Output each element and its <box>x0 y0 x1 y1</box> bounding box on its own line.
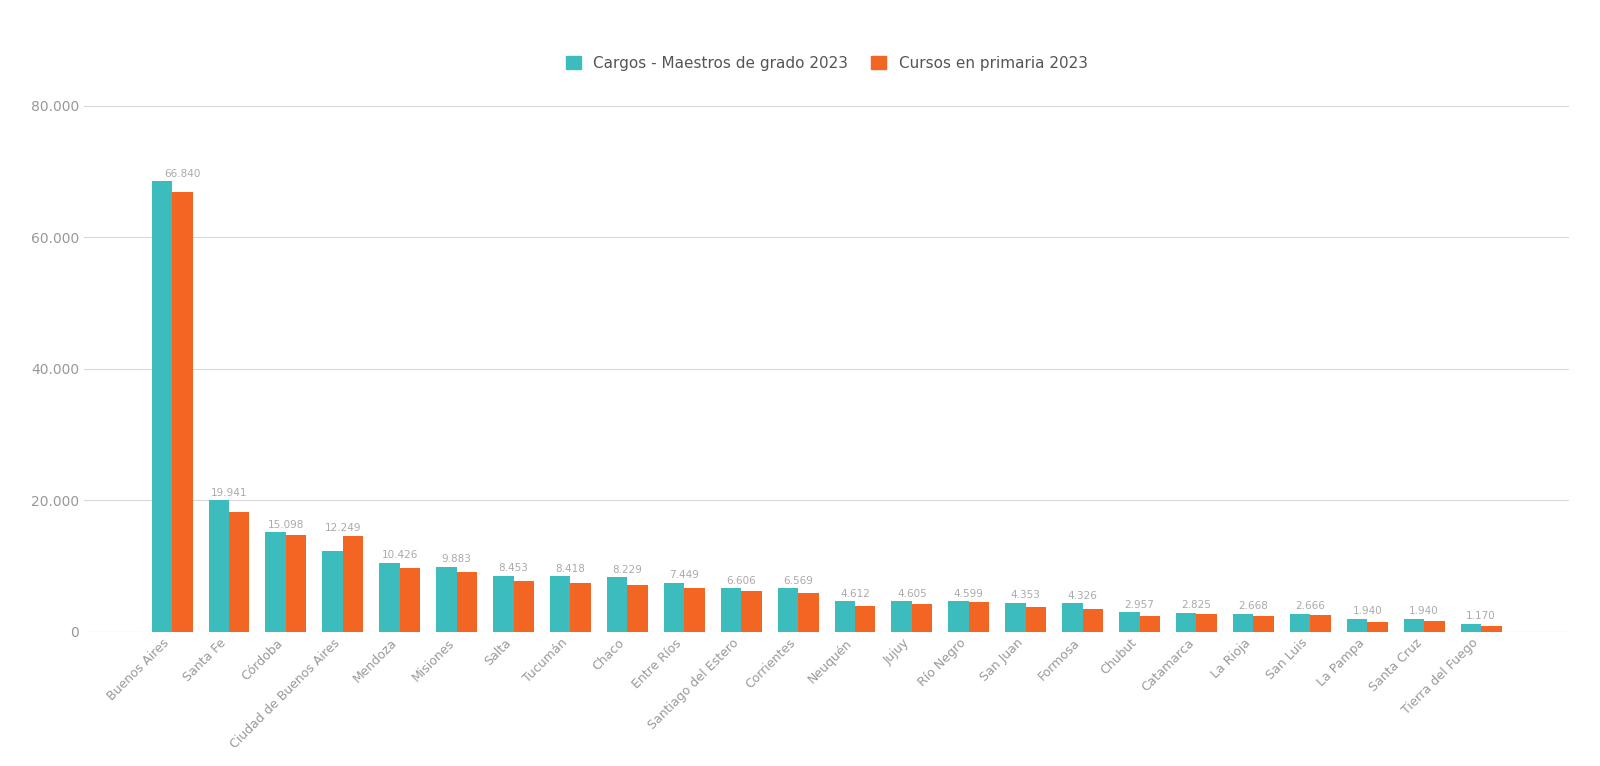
Bar <box>1062 603 1083 632</box>
Bar <box>1290 614 1310 632</box>
Text: 1.170: 1.170 <box>1466 611 1496 621</box>
Bar <box>152 182 173 632</box>
Bar <box>1403 619 1424 632</box>
Bar <box>550 576 571 632</box>
Bar <box>798 593 819 632</box>
Bar <box>1424 620 1445 632</box>
Text: 8.229: 8.229 <box>613 565 642 574</box>
Legend: Cargos - Maestros de grado 2023, Cursos en primaria 2023: Cargos - Maestros de grado 2023, Cursos … <box>558 48 1094 79</box>
Bar <box>970 602 989 632</box>
Bar <box>286 535 307 632</box>
Bar <box>1234 614 1253 632</box>
Text: 8.453: 8.453 <box>499 563 528 574</box>
Text: 2.668: 2.668 <box>1238 601 1269 611</box>
Bar <box>1139 616 1160 632</box>
Bar <box>1118 612 1139 632</box>
Bar <box>835 601 854 632</box>
Bar <box>1026 607 1046 632</box>
Bar <box>664 583 685 632</box>
Bar <box>437 567 456 632</box>
Bar <box>606 578 627 632</box>
Bar <box>1461 624 1482 632</box>
Bar <box>229 512 250 632</box>
Bar <box>322 551 342 632</box>
Bar <box>173 192 192 632</box>
Text: 15.098: 15.098 <box>267 519 304 529</box>
Text: 4.605: 4.605 <box>898 589 926 599</box>
Bar <box>1310 615 1331 632</box>
Bar <box>493 576 514 632</box>
Bar <box>912 604 933 632</box>
Bar <box>456 571 477 632</box>
Bar <box>1176 613 1197 632</box>
Bar <box>1366 622 1387 632</box>
Bar <box>854 606 875 632</box>
Text: 4.599: 4.599 <box>954 589 984 599</box>
Text: 19.941: 19.941 <box>211 488 248 498</box>
Text: 2.825: 2.825 <box>1181 601 1211 611</box>
Bar <box>778 588 798 632</box>
Text: 1.940: 1.940 <box>1410 606 1438 616</box>
Text: 10.426: 10.426 <box>381 551 418 561</box>
Bar <box>627 585 648 632</box>
Text: 1.940: 1.940 <box>1352 606 1382 616</box>
Bar <box>891 601 912 632</box>
Bar <box>400 568 421 632</box>
Text: 8.418: 8.418 <box>555 564 586 574</box>
Bar <box>949 601 970 632</box>
Bar <box>1197 614 1218 632</box>
Bar <box>1005 603 1026 632</box>
Bar <box>1083 609 1102 632</box>
Text: 4.326: 4.326 <box>1067 591 1098 601</box>
Text: 2.957: 2.957 <box>1125 600 1155 610</box>
Text: 6.606: 6.606 <box>726 575 757 585</box>
Bar <box>342 535 363 632</box>
Bar <box>266 532 286 632</box>
Text: 4.612: 4.612 <box>840 588 870 599</box>
Bar <box>1347 619 1366 632</box>
Bar <box>379 563 400 632</box>
Bar <box>741 591 762 632</box>
Bar <box>720 588 741 632</box>
Bar <box>1482 627 1501 632</box>
Text: 4.353: 4.353 <box>1011 591 1040 601</box>
Text: 7.449: 7.449 <box>669 570 699 580</box>
Bar <box>571 583 590 632</box>
Text: 2.666: 2.666 <box>1296 601 1325 611</box>
Bar <box>1253 617 1274 632</box>
Text: 12.249: 12.249 <box>325 523 362 533</box>
Bar <box>208 500 229 632</box>
Text: 66.840: 66.840 <box>165 169 200 178</box>
Bar <box>514 581 534 632</box>
Text: 9.883: 9.883 <box>442 554 472 564</box>
Text: 6.569: 6.569 <box>782 576 813 586</box>
Bar <box>685 588 704 632</box>
